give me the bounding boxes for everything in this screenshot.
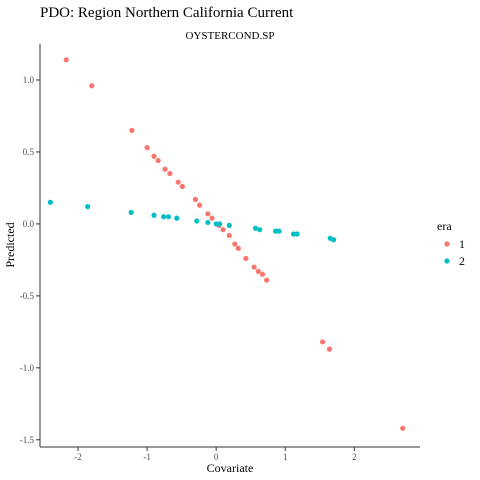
data-point xyxy=(251,264,257,270)
y-axis-ticks: -1.5 -1.0 -0.5 0.0 0.5 1.0 xyxy=(20,75,40,445)
data-point xyxy=(252,225,259,231)
data-point xyxy=(243,255,249,262)
x-tick-label: 2 xyxy=(352,452,357,462)
data-point xyxy=(194,218,200,224)
data-point xyxy=(217,221,223,227)
data-point xyxy=(162,166,168,172)
data-point xyxy=(319,339,326,345)
data-point xyxy=(174,215,180,221)
y-tick-label: 1.0 xyxy=(23,75,35,85)
data-point xyxy=(276,228,282,234)
data-point xyxy=(161,214,167,220)
x-axis-ticks: -2 -1 0 1 2 xyxy=(74,447,357,462)
data-point xyxy=(155,157,161,164)
data-point xyxy=(331,237,337,243)
plot-area xyxy=(47,57,406,431)
y-tick-label: 0.0 xyxy=(23,219,35,229)
x-tick-label: 1 xyxy=(283,452,288,462)
data-point xyxy=(294,231,300,237)
data-point xyxy=(197,202,203,208)
data-point xyxy=(220,227,226,233)
data-point xyxy=(89,83,95,89)
chart-subtitle: OYSTERCOND.SP xyxy=(186,30,275,42)
data-point xyxy=(205,211,211,217)
x-tick-label: 0 xyxy=(214,452,219,462)
data-point xyxy=(179,183,185,190)
series-era-1 xyxy=(63,57,406,431)
data-point xyxy=(167,170,173,177)
data-point xyxy=(151,212,157,218)
x-tick-label: -1 xyxy=(143,452,151,462)
data-point xyxy=(129,127,135,133)
x-axis-label: Covariate xyxy=(207,461,254,475)
y-tick-label: -1.0 xyxy=(20,363,35,373)
legend-key-marker xyxy=(444,241,450,247)
data-point xyxy=(85,204,91,210)
legend-title: era xyxy=(437,219,452,233)
y-tick-label: 0.5 xyxy=(23,147,35,157)
data-point xyxy=(192,196,199,203)
legend: era 1 2 xyxy=(437,219,465,268)
series-era-2 xyxy=(47,199,337,243)
y-tick-label: -0.5 xyxy=(20,291,35,301)
data-point xyxy=(400,425,406,431)
data-point xyxy=(226,232,232,239)
data-point xyxy=(257,227,263,233)
y-tick-label: -1.5 xyxy=(20,435,35,445)
legend-entry-label: 1 xyxy=(459,237,465,251)
legend-entry-label: 2 xyxy=(459,254,465,268)
data-point xyxy=(226,222,232,228)
data-point xyxy=(255,268,261,275)
data-point xyxy=(128,209,134,215)
data-point xyxy=(151,153,157,159)
x-tick-label: -2 xyxy=(74,452,82,462)
data-point xyxy=(175,179,181,185)
data-point xyxy=(209,215,215,221)
data-point xyxy=(47,199,53,205)
data-point xyxy=(232,241,238,247)
data-point xyxy=(205,219,211,226)
data-point xyxy=(264,277,270,283)
data-point xyxy=(235,245,241,251)
y-axis-label: Predicted xyxy=(3,222,17,267)
data-point xyxy=(259,271,266,277)
data-point xyxy=(63,57,69,63)
legend-key-marker xyxy=(444,258,450,264)
data-point xyxy=(144,145,150,151)
chart-title: PDO: Region Northern California Current xyxy=(40,5,294,21)
data-point xyxy=(165,214,172,220)
data-point xyxy=(326,346,333,352)
